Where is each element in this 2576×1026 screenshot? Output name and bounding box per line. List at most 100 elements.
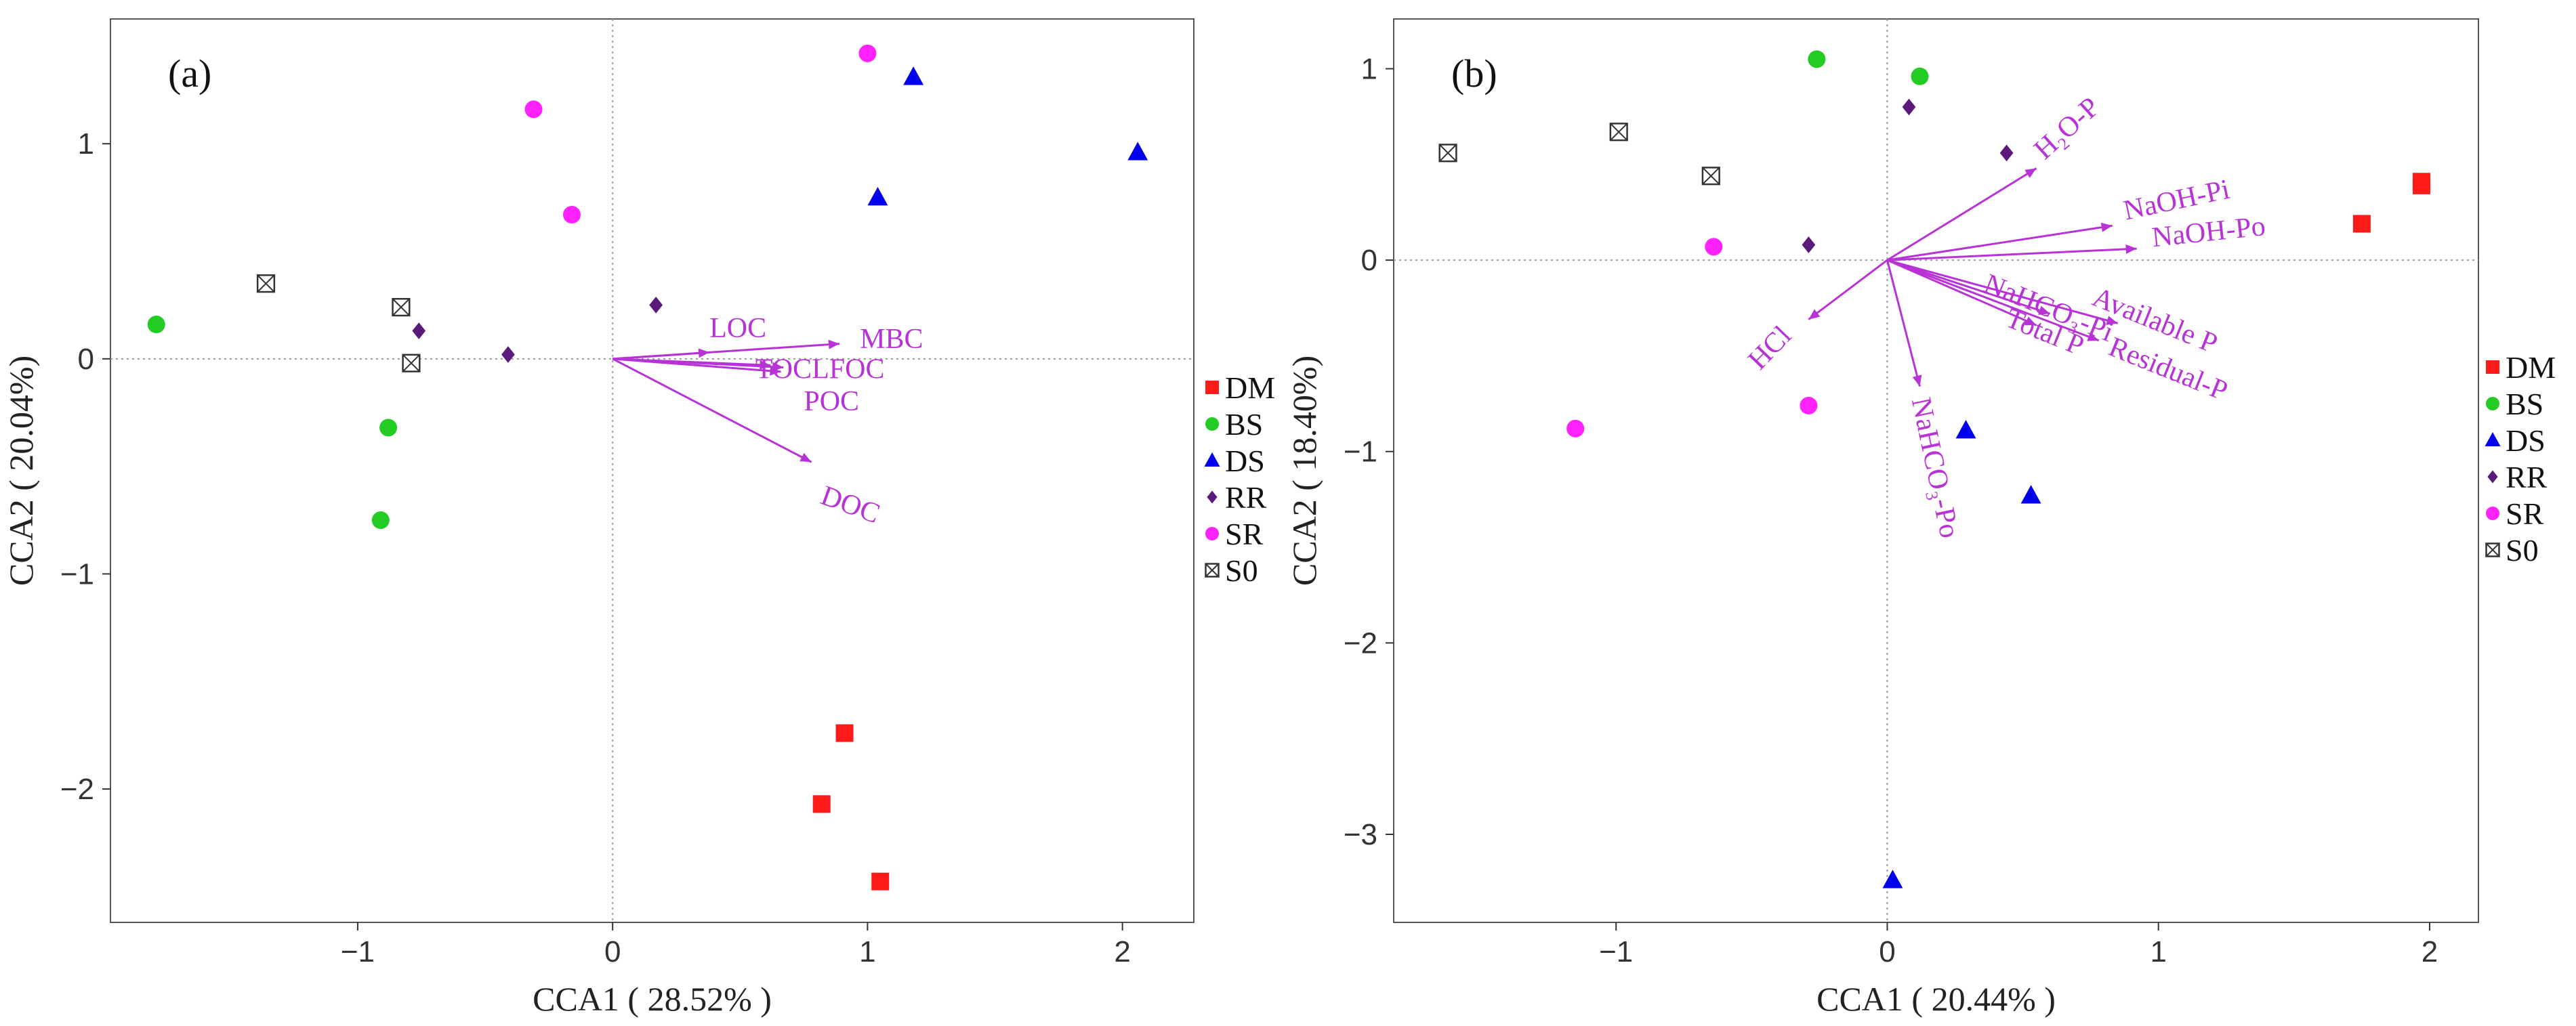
panel-a-point-bs (371, 511, 390, 530)
panel-b-legend-marker-rr (2487, 470, 2498, 484)
panel-b-legend-marker-s0-cross-b (2485, 542, 2500, 557)
panel-b-legend-label-ds: DS (2506, 423, 2546, 458)
vector-arrowhead (2087, 332, 2099, 341)
vector-line (612, 358, 812, 463)
panel-a-y-tick-label: 1 (78, 127, 94, 161)
vector-arrowhead (2106, 316, 2118, 325)
panel-a-legend-marker-bs (1205, 417, 1219, 431)
panel-b-vector-label: H₂O-P (2029, 91, 2106, 166)
panel-b-vector-arrow (1886, 259, 2037, 326)
panel-b-point-rr (1802, 236, 1816, 253)
panel-b-y-tick-label: 1 (1361, 52, 1377, 85)
panel-b-legend-label-rr: RR (2506, 460, 2548, 494)
panel-b-legend-marker-sr (2486, 507, 2499, 520)
vector-arrowhead (2024, 168, 2037, 178)
vector-line (1887, 259, 2119, 324)
panel-b-point-rr (1902, 98, 1916, 116)
panel-a-point-sr (858, 44, 877, 62)
panel-a-point-sr (562, 206, 581, 224)
panel-a-point-dm (812, 795, 831, 813)
vector-line (1886, 167, 2037, 261)
vector-arrowhead (2024, 316, 2037, 326)
panel-a: −1 0 1 2 −2 −1 0 1 CCA1 ( 28.52% ) CCA2 ( 20.04%)… (2, 18, 1275, 1018)
panel-b-x-tick-label: 0 (1879, 935, 1895, 968)
panel-b-vector-arrow (1886, 259, 2100, 342)
panel-b-point-sr (1566, 419, 1585, 437)
panel-b-point-sr (1705, 238, 1723, 256)
panel-b-x-tick-label: 2 (2422, 935, 2438, 968)
panel-b-vector-arrow (1887, 244, 2137, 261)
panel-a-frame (110, 18, 1194, 923)
panel-b-vector-arrow (1887, 259, 2119, 325)
panel-b-x-tick-label: −1 (1599, 935, 1633, 968)
panel-a-legend-marker-dm (1205, 381, 1219, 394)
panel-b: −1 0 1 2 −3 −2 −1 0 1 CCA1 ( 20.44% ) CCA2 ( 18.40… (1285, 18, 2556, 1018)
panel-a-y-axis-title: CCA2 ( 20.04%) (2, 356, 40, 586)
panel-b-point-s0-cross-b (1438, 144, 1457, 162)
panel-a-point-s0-cross-b (392, 298, 410, 316)
panel-a-point-s0 (256, 274, 276, 293)
panel-b-vector-label: HCl (1742, 320, 1798, 376)
panel-b-point-dm (2352, 215, 2371, 233)
panel-a-point-ds (867, 187, 888, 206)
panel-a-legend-marker-rr (1207, 490, 1218, 504)
panel-a-legend-label-bs: BS (1225, 407, 1263, 442)
panel-b-vector-arrow (1886, 259, 1922, 387)
vector-line (612, 343, 840, 360)
panel-a-x-tick-label: −1 (341, 935, 375, 968)
vector-arrowhead (799, 452, 812, 463)
panel-b-label: (b) (1451, 51, 1497, 95)
panel-b-point-s0 (1438, 144, 1457, 163)
panel-b-vector-label: NaHCO₃-Po (1905, 395, 1966, 541)
panel-a-legend-marker-sr (1205, 527, 1219, 540)
panel-b-y-axis-title: CCA2 ( 18.40%) (1285, 356, 1323, 586)
vector-arrowhead (2038, 305, 2050, 315)
panel-a-vector-label: LOC (709, 313, 766, 344)
panel-a-legend-label-ds: DS (1225, 444, 1265, 478)
panel-b-y-tick-label: −1 (1344, 435, 1377, 469)
panel-a-label: (a) (168, 51, 211, 95)
vector-line (1886, 259, 1921, 387)
panel-b-y-tick-label: −3 (1344, 818, 1377, 851)
panel-a-point-ds (903, 66, 924, 85)
panel-a-vector-label: POC (804, 386, 859, 417)
panel-b-legend-label-bs: BS (2506, 387, 2543, 421)
panel-b-legend-marker-bs (2486, 397, 2499, 410)
panel-b-point-rr (1999, 144, 2014, 162)
panel-a-point-bs (379, 419, 398, 437)
panel-a-legend-label-rr: RR (1225, 480, 1267, 515)
vector-arrowhead (828, 339, 840, 349)
panel-b-point-bs (1911, 67, 1929, 85)
panel-a-point-dm (871, 872, 890, 891)
panel-b-point-ds (2020, 485, 2041, 504)
panel-b-point-ds (1955, 420, 1976, 439)
panel-b-point-bs (1808, 50, 1826, 68)
panel-b-legend-label-sr: SR (2506, 496, 2544, 531)
panel-a-vector-arrow (612, 339, 840, 360)
panel-a-x-axis-title: CCA1 ( 28.52% ) (533, 980, 772, 1018)
panel-a-point-ds (1127, 142, 1148, 161)
panel-a-legend-marker-ds (1204, 452, 1220, 467)
panel-a-point-bs (147, 316, 165, 334)
panel-a-point-dm (835, 724, 854, 742)
panel-a-point-sr (524, 100, 543, 119)
panel-a-point-s0-cross-b (257, 274, 275, 293)
vector-arrowhead (2125, 244, 2137, 254)
panel-a-legend-marker-s0 (1205, 563, 1220, 578)
panel-a-legend-label-s0: S0 (1225, 553, 1258, 588)
panel-b-y-tick-label: 0 (1361, 244, 1377, 277)
panel-a-y-tick-label: −1 (60, 557, 94, 591)
panel-a-x-tick-label: 0 (604, 935, 621, 968)
panel-a-point-s0 (392, 298, 411, 317)
panel-a-y-tick-label: 0 (78, 343, 94, 376)
panel-b-x-axis-title: CCA1 ( 20.44% ) (1816, 980, 2056, 1018)
panel-a-point-rr (501, 346, 515, 363)
panel-a-vector-label: MBC (860, 324, 923, 355)
vector-line (1886, 259, 2051, 315)
panel-b-legend-marker-dm (2486, 360, 2499, 374)
panel-a-vector-label: TOCLFOC (755, 354, 885, 385)
panel-a-vector-label: DOC (817, 480, 884, 530)
vector-line (1808, 259, 1888, 320)
panel-b-point-s0-cross-b (1702, 167, 1720, 185)
